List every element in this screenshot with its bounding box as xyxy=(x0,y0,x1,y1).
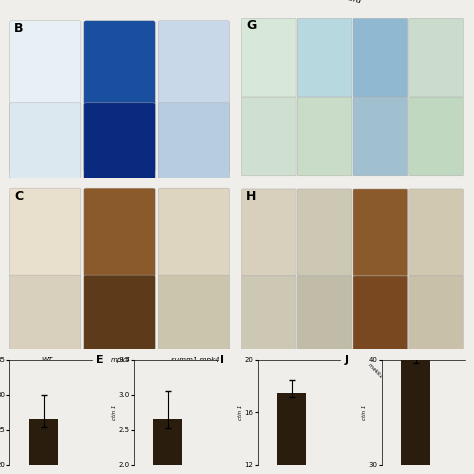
Text: mekk1 npr1: mekk1 npr1 xyxy=(367,362,394,389)
Y-axis label: ctin 1: ctin 1 xyxy=(362,404,367,420)
FancyBboxPatch shape xyxy=(9,103,81,180)
Bar xyxy=(29,419,58,474)
FancyBboxPatch shape xyxy=(158,103,229,180)
FancyBboxPatch shape xyxy=(9,275,81,351)
Bar xyxy=(401,360,430,474)
Text: mpk4: mpk4 xyxy=(111,357,131,363)
Text: summ1 mekk1 npr1: summ1 mekk1 npr1 xyxy=(415,362,458,405)
FancyBboxPatch shape xyxy=(409,276,464,350)
Text: sufu: sufu xyxy=(343,0,363,6)
Text: WT: WT xyxy=(264,362,274,372)
Text: summ1 mpk4: summ1 mpk4 xyxy=(171,357,219,363)
Text: G: G xyxy=(246,19,256,32)
Text: npr1: npr1 xyxy=(319,362,331,374)
FancyBboxPatch shape xyxy=(158,188,229,277)
Text: C: C xyxy=(14,190,23,203)
FancyBboxPatch shape xyxy=(409,189,464,276)
FancyBboxPatch shape xyxy=(409,18,464,97)
Text: H: H xyxy=(246,190,256,203)
FancyBboxPatch shape xyxy=(297,18,352,97)
Text: E: E xyxy=(96,355,104,365)
FancyBboxPatch shape xyxy=(241,18,296,97)
FancyBboxPatch shape xyxy=(158,275,229,351)
Bar xyxy=(277,392,306,474)
FancyBboxPatch shape xyxy=(241,189,296,276)
Text: WT: WT xyxy=(41,357,52,363)
FancyBboxPatch shape xyxy=(353,189,408,276)
FancyBboxPatch shape xyxy=(297,276,352,350)
Bar xyxy=(153,419,182,474)
FancyBboxPatch shape xyxy=(158,21,229,172)
Text: J: J xyxy=(345,355,348,365)
FancyBboxPatch shape xyxy=(84,103,155,180)
FancyBboxPatch shape xyxy=(297,189,352,276)
FancyBboxPatch shape xyxy=(353,97,408,176)
FancyBboxPatch shape xyxy=(241,97,296,176)
Y-axis label: ctin 1: ctin 1 xyxy=(112,404,117,420)
FancyBboxPatch shape xyxy=(9,21,81,172)
FancyBboxPatch shape xyxy=(353,18,408,97)
FancyBboxPatch shape xyxy=(9,188,81,277)
FancyBboxPatch shape xyxy=(353,276,408,350)
FancyBboxPatch shape xyxy=(409,97,464,176)
Y-axis label: ctin 1: ctin 1 xyxy=(238,404,243,420)
FancyBboxPatch shape xyxy=(241,276,296,350)
Text: B: B xyxy=(14,22,23,36)
FancyBboxPatch shape xyxy=(84,188,155,277)
Text: I: I xyxy=(220,355,225,365)
FancyBboxPatch shape xyxy=(297,97,352,176)
FancyBboxPatch shape xyxy=(84,275,155,351)
FancyBboxPatch shape xyxy=(84,21,155,172)
